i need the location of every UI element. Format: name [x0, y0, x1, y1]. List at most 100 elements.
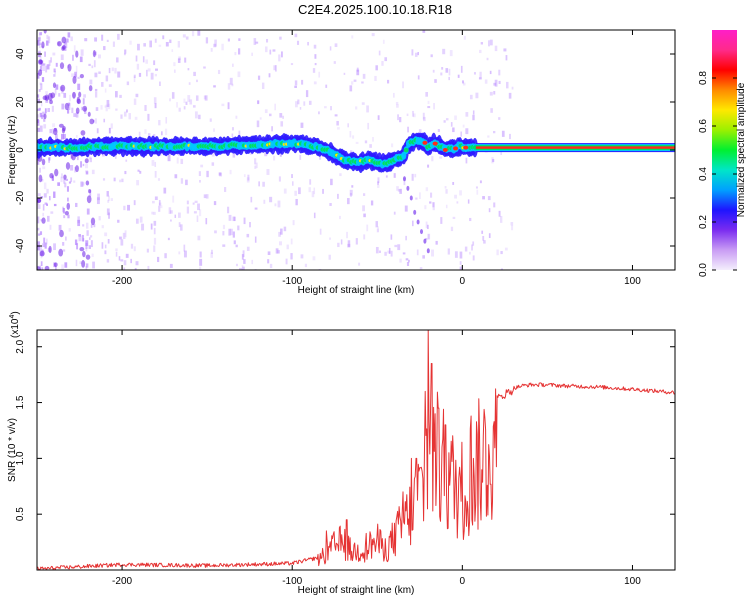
spectrogram-noise-speck: [459, 266, 463, 270]
spectrogram-noise-speck: [199, 258, 203, 266]
spectrogram-noise-speck: [294, 190, 297, 196]
spectrogram-noise-speck: [375, 221, 378, 228]
spectrogram-noise-speck: [471, 244, 473, 251]
spectrogram-noise-speck: [94, 118, 97, 124]
spectrogram-noise-speck: [176, 157, 179, 164]
spectrogram-noise-speck: [209, 118, 212, 122]
spectrogram-noise-speck: [269, 113, 272, 117]
spectrogram-noise-speck: [262, 181, 265, 187]
spectrogram-noise-speck: [425, 92, 429, 97]
spectrogram-noise-speck: [107, 239, 110, 244]
spectrogram-noise-speck: [42, 204, 45, 211]
spectrogram-noise-speck: [157, 178, 161, 181]
spectrogram-noise-speck: [80, 49, 84, 56]
spectrogram-noise-speck: [278, 241, 282, 246]
spectrogram-noise-speck: [135, 218, 139, 224]
spectrogram-noise-speck: [42, 243, 45, 248]
spectrogram-noise-blob: [53, 262, 58, 267]
spectrogram-noise-speck: [108, 84, 112, 87]
spectrogram-noise-speck: [104, 244, 107, 249]
spectrogram-noise-speck: [79, 56, 83, 63]
spectrogram-noise-speck: [44, 242, 47, 249]
spectrogram-noise-speck: [432, 207, 435, 211]
spectrogram-noise-speck: [376, 228, 379, 233]
spectrogram-noise-speck: [243, 174, 246, 178]
spectrogram-noise-speck: [227, 38, 230, 42]
spectrogram-noise-speck: [489, 91, 493, 96]
spectrogram-noise-speck: [98, 54, 101, 59]
snr-line-layer: [37, 330, 675, 570]
spectrogram-noise-speck: [94, 91, 98, 98]
spectrogram-noise-speck: [91, 253, 94, 258]
spectrogram-noise-speck: [433, 102, 435, 110]
spectrogram-y-axis-label: Frequency (Hz): [7, 116, 18, 185]
spectrogram-noise-speck: [178, 56, 181, 60]
spectrogram-noise-speck: [382, 39, 385, 44]
spectrogram-noise-speck: [77, 76, 80, 79]
spectrogram-noise-blob: [67, 63, 72, 72]
spectrogram-noise-speck: [61, 173, 63, 179]
spectrogram-noise-speck: [210, 48, 213, 52]
spectrogram-noise-speck: [250, 196, 253, 203]
spectrogram-noise-speck: [358, 262, 361, 266]
spectrogram-noise-speck: [117, 33, 120, 40]
spectrogram-noise-speck: [51, 105, 54, 112]
spectrogram-noise-speck: [431, 156, 434, 162]
spectrogram-noise-speck: [41, 115, 44, 120]
spectrogram-noise-speck: [130, 243, 134, 249]
spectrogram-noise-speck: [390, 250, 393, 257]
spectrogram-noise-speck: [235, 115, 238, 119]
spectrogram-noise-speck: [169, 210, 173, 214]
spectrogram-noise-speck: [486, 57, 489, 61]
spectrogram-noise-speck: [39, 246, 42, 249]
spectrogram-noise-speck: [75, 65, 78, 73]
spectrogram-noise-speck: [257, 75, 261, 80]
spectrogram-noise-speck: [199, 251, 202, 258]
spectrogram-noise-speck: [52, 123, 56, 128]
spectrogram-noise-speck: [139, 170, 142, 174]
spectrogram-noise-speck: [195, 95, 199, 101]
spectrogram-noise-speck: [75, 135, 78, 138]
spectrogram-noise-speck: [180, 178, 184, 184]
spectrogram-noise-speck: [500, 215, 503, 223]
spectrogram-noise-speck: [430, 54, 433, 58]
spectrogram-noise-speck: [196, 215, 199, 222]
spectrogram-hot-spot: [453, 146, 459, 151]
spectrogram-noise-speck: [290, 63, 294, 66]
spectrogram-noise-speck: [187, 68, 190, 71]
spectrogram-noise-speck: [106, 99, 110, 107]
spectrogram-noise-speck: [40, 83, 43, 90]
spectrogram-noise-speck: [97, 193, 100, 201]
spectrogram-noise-speck: [183, 106, 186, 110]
spectrogram-noise-speck: [419, 267, 423, 270]
spectrogram-noise-speck: [487, 196, 491, 201]
spectrogram-noise-speck: [66, 38, 69, 43]
spectrogram-noise-speck: [158, 120, 161, 126]
spectrogram-noise-speck: [424, 205, 427, 210]
spectrogram-noise-speck: [127, 204, 131, 211]
spectrogram-noise-speck: [397, 114, 400, 121]
spectrogram-noise-speck: [355, 106, 358, 110]
spectrogram-noise-speck: [188, 82, 191, 85]
spectrogram-noise-speck: [349, 189, 353, 196]
spectrogram-noise-speck: [493, 82, 497, 86]
spectrogram-noise-speck: [153, 245, 156, 252]
spectrogram-noise-speck: [482, 235, 485, 241]
spectrogram-noise-speck: [432, 69, 435, 73]
spectrogram-y-tick-label: -40: [15, 238, 26, 253]
spectrogram-x-tick-label: -200: [112, 276, 132, 287]
spectrogram-noise-speck: [46, 203, 49, 206]
spectrogram-noise-speck: [445, 204, 448, 209]
spectrogram-noise-layer: [37, 30, 514, 270]
spectrogram-noise-speck: [462, 82, 466, 86]
spectrogram-noise-speck: [292, 220, 295, 226]
spectrogram-noise-speck: [128, 113, 131, 120]
spectrogram-noise-speck: [69, 94, 71, 102]
spectrogram-noise-speck: [334, 43, 338, 47]
spectrogram-noise-speck: [41, 77, 45, 82]
spectrogram-noise-speck: [229, 169, 232, 175]
spectrogram-noise-speck: [178, 222, 181, 228]
spectrogram-noise-speck: [154, 103, 157, 109]
spectrogram-noise-speck: [64, 182, 67, 188]
spectrogram-noise-speck: [76, 243, 79, 250]
